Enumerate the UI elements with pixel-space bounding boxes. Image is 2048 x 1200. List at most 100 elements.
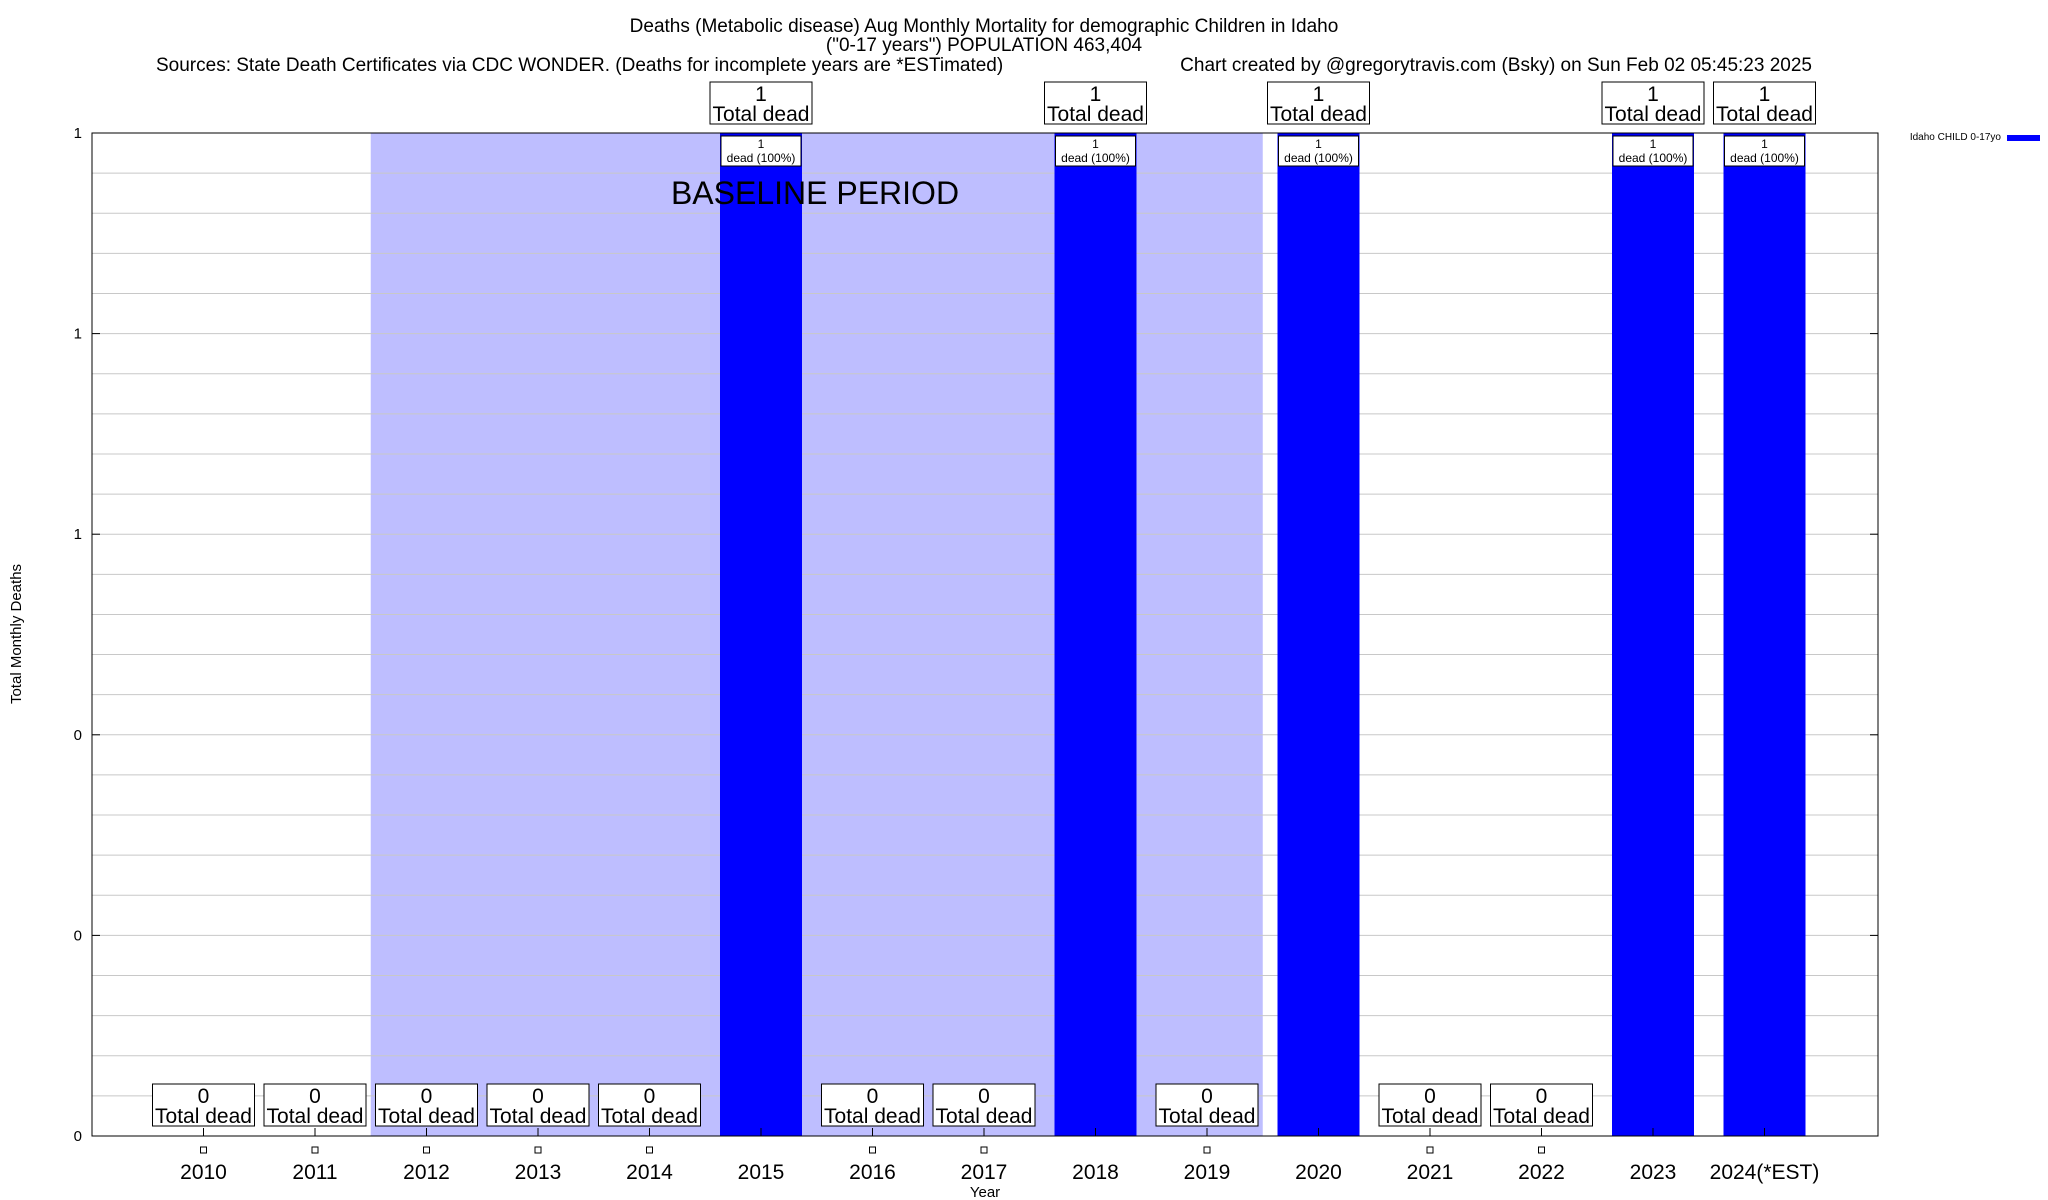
x-tick-label: 2015: [738, 1161, 785, 1184]
x-tick-label: 2021: [1407, 1161, 1454, 1184]
total-dead-count: 0: [1536, 1085, 1548, 1108]
bar-label-text: dead (100%): [1061, 151, 1130, 165]
total-dead-label: Total dead: [1493, 1105, 1590, 1128]
total-dead-box-bg: [375, 1083, 478, 1127]
bar: [720, 133, 802, 1136]
total-dead-box-bg: [1267, 81, 1370, 125]
zero-marker: [534, 1146, 542, 1154]
bar-label-count: 1: [1092, 137, 1099, 151]
total-dead-box-bg: [821, 1083, 924, 1127]
total-dead-label: Total dead: [713, 103, 810, 126]
x-tick-label: 2017: [961, 1161, 1008, 1184]
total-dead-count: 0: [1201, 1085, 1213, 1108]
x-tick-label: 2010: [180, 1161, 227, 1184]
bar-label-count: 1: [1315, 137, 1322, 151]
bar-label-text: dead (100%): [727, 151, 796, 165]
total-dead-box-bg: [709, 81, 813, 125]
total-dead-box-bg: [1490, 1083, 1593, 1127]
total-dead-box-bg: [1155, 1083, 1259, 1127]
bar: [1723, 133, 1806, 1136]
x-tick-label: 2014: [626, 1161, 673, 1184]
total-dead-count: 0: [421, 1085, 433, 1108]
baseline-period-label: BASELINE PERIOD: [671, 175, 959, 211]
y-tick-label: 1: [74, 125, 82, 142]
zero-marker: [980, 1146, 988, 1154]
total-dead-label: Total dead: [267, 1105, 364, 1128]
bar-label-count: 1: [1650, 137, 1657, 151]
total-dead-box-bg: [263, 1083, 367, 1127]
y-tick-label: 0: [74, 927, 82, 944]
zero-marker: [1426, 1146, 1434, 1154]
total-dead-count: 1: [755, 83, 767, 106]
bar: [1612, 133, 1694, 1136]
x-tick-label: 2019: [1184, 1161, 1231, 1184]
total-dead-label: Total dead: [1159, 1105, 1256, 1128]
total-dead-label: Total dead: [1270, 103, 1367, 126]
x-tick-label: 2012: [403, 1161, 450, 1184]
chart-subtitle: ("0-17 years") POPULATION 463,404: [826, 35, 1143, 56]
total-dead-box-bg: [152, 1083, 255, 1127]
total-dead-count: 0: [532, 1085, 544, 1108]
total-dead-label: Total dead: [378, 1105, 475, 1128]
x-tick-label: 2013: [515, 1161, 562, 1184]
bar-label-bg: [1278, 135, 1359, 167]
chart-title: Deaths (Metabolic disease) Aug Monthly M…: [630, 16, 1339, 37]
total-dead-label: Total dead: [1382, 1105, 1479, 1128]
bar: [1054, 133, 1137, 1136]
chart-sources: Sources: State Death Certificates via CD…: [156, 55, 1003, 76]
total-dead-box-bg: [1378, 1083, 1482, 1127]
zero-marker: [1538, 1146, 1545, 1154]
zero-marker: [646, 1146, 653, 1154]
bar-label-text: dead (100%): [1730, 151, 1799, 165]
total-dead-box-bg: [932, 1083, 1036, 1127]
bar-label-count: 1: [1761, 137, 1768, 151]
total-dead-count: 1: [1759, 83, 1771, 106]
total-dead-count: 0: [1424, 1085, 1436, 1108]
total-dead-count: 0: [309, 1085, 321, 1108]
total-dead-count: 1: [1090, 83, 1102, 106]
y-tick-label: 1: [74, 326, 82, 343]
total-dead-box-bg: [1713, 81, 1816, 125]
total-dead-box-bg: [1601, 81, 1705, 125]
y-tick-label: 1: [74, 526, 82, 543]
total-dead-label: Total dead: [936, 1105, 1033, 1128]
bar-label-bg: [1055, 135, 1136, 167]
zero-marker: [869, 1146, 876, 1154]
zero-marker: [200, 1146, 207, 1154]
total-dead-count: 1: [1313, 83, 1325, 106]
bar-label-bg: [1612, 135, 1694, 167]
plot-frame: [91, 132, 1879, 1137]
total-dead-count: 0: [644, 1085, 656, 1108]
total-dead-label: Total dead: [1605, 103, 1702, 126]
y-tick-label: 0: [74, 1128, 82, 1145]
total-dead-count: 0: [978, 1085, 990, 1108]
total-dead-label: Total dead: [155, 1105, 252, 1128]
bar-label-bg: [1724, 135, 1805, 167]
bar-label-text: dead (100%): [1619, 151, 1688, 165]
x-tick-label: 2022: [1518, 1161, 1565, 1184]
y-tick-label: 0: [74, 727, 82, 744]
total-dead-count: 0: [198, 1085, 210, 1108]
x-tick-label: 2024(*EST): [1710, 1161, 1820, 1184]
x-tick-label: 2020: [1295, 1161, 1342, 1184]
chart-credit: Chart created by @gregorytravis.com (Bsk…: [1180, 55, 1812, 76]
total-dead-box-bg: [598, 1083, 701, 1127]
